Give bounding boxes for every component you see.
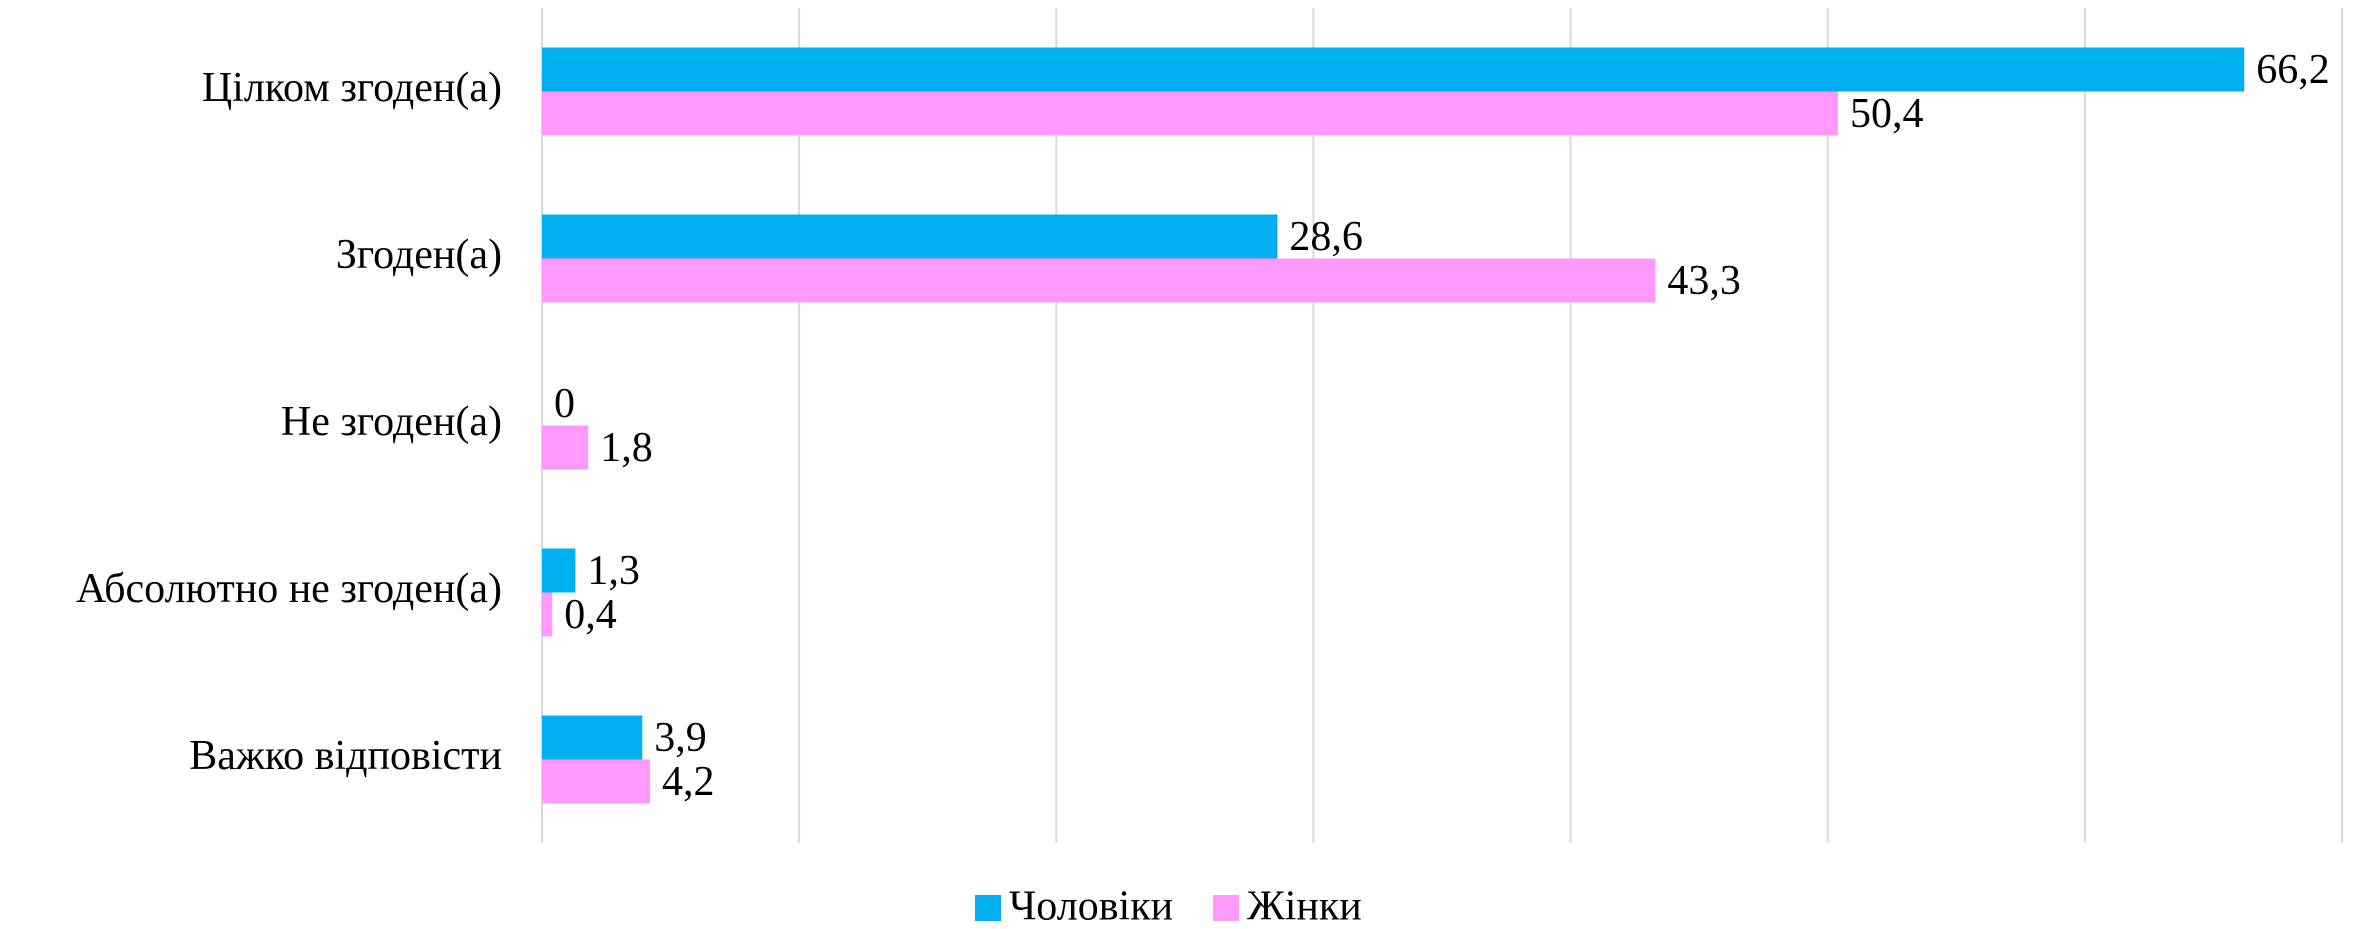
category-label: Абсолютно не згоден(а) [76,566,502,612]
category-label: Важко відповісти [189,733,502,779]
bar [542,258,1656,303]
bar [542,425,589,470]
data-label: 28,6 [1289,214,1363,260]
data-label: 50,4 [1850,91,1924,137]
bar [542,214,1278,259]
bar [542,592,553,637]
data-label: 0 [554,381,575,427]
bar [542,91,1838,136]
legend-swatch [1213,895,1240,921]
data-label: 4,2 [662,759,715,805]
data-label: 0,4 [564,592,617,638]
bar [542,548,576,593]
bar [542,759,650,804]
category-label: Не згоден(а) [281,399,502,445]
bar [542,715,643,760]
legend-label: Жінки [1247,884,1362,929]
data-label: 1,8 [600,425,653,471]
bar [542,47,2245,92]
legend-label: Чоловіки [1009,884,1173,929]
data-label: 43,3 [1667,258,1741,304]
data-label: 66,2 [2256,47,2330,93]
data-label: 1,3 [587,548,640,594]
category-label: Згоден(а) [336,232,502,278]
data-label: 3,9 [654,715,707,761]
category-label: Цілком згоден(а) [202,65,502,111]
legend-swatch [975,895,1001,921]
